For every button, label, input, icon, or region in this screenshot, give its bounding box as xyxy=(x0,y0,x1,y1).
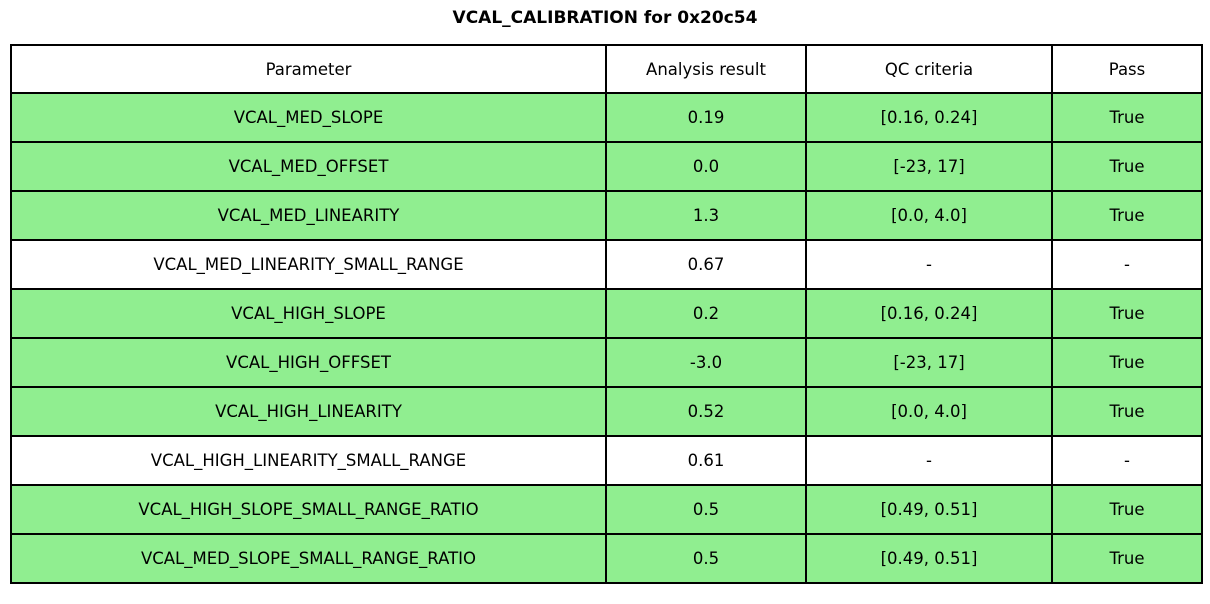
header-row: Parameter Analysis result QC criteria Pa… xyxy=(10,44,1203,94)
cell-pass: True xyxy=(1051,337,1203,388)
cell-analysis-result: 0.67 xyxy=(605,239,807,290)
cell-parameter: VCAL_HIGH_LINEARITY_SMALL_RANGE xyxy=(10,435,607,486)
cell-qc-criteria: [-23, 17] xyxy=(805,337,1053,388)
cell-analysis-result: 0.2 xyxy=(605,288,807,339)
cell-parameter: VCAL_MED_SLOPE_SMALL_RANGE_RATIO xyxy=(10,533,607,584)
table-row: VCAL_MED_SLOPE 0.19 [0.16, 0.24] True xyxy=(10,92,1203,143)
cell-pass: True xyxy=(1051,190,1203,241)
cell-parameter: VCAL_MED_SLOPE xyxy=(10,92,607,143)
qc-results-table: Parameter Analysis result QC criteria Pa… xyxy=(10,44,1203,584)
table-row: VCAL_HIGH_SLOPE_SMALL_RANGE_RATIO 0.5 [0.4… xyxy=(10,484,1203,535)
cell-pass: - xyxy=(1051,435,1203,486)
table-row: VCAL_MED_SLOPE_SMALL_RANGE_RATIO 0.5 [0.49… xyxy=(10,533,1203,584)
cell-parameter: VCAL_MED_LINEARITY xyxy=(10,190,607,241)
table-row: VCAL_HIGH_SLOPE 0.2 [0.16, 0.24] True xyxy=(10,288,1203,339)
cell-pass: - xyxy=(1051,239,1203,290)
cell-parameter: VCAL_MED_OFFSET xyxy=(10,141,607,192)
page-title: VCAL_CALIBRATION for 0x20c54 xyxy=(452,8,758,28)
table-header: Parameter Analysis result QC criteria Pa… xyxy=(10,44,1203,94)
cell-parameter: VCAL_HIGH_SLOPE xyxy=(10,288,607,339)
table-row: VCAL_MED_OFFSET 0.0 [-23, 17] True xyxy=(10,141,1203,192)
cell-pass: True xyxy=(1051,288,1203,339)
cell-pass: True xyxy=(1051,92,1203,143)
table-body: VCAL_MED_SLOPE 0.19 [0.16, 0.24] True VCAL_M… xyxy=(10,92,1203,584)
cell-parameter: VCAL_HIGH_LINEARITY xyxy=(10,386,607,437)
cell-pass: True xyxy=(1051,484,1203,535)
table-row: VCAL_HIGH_OFFSET -3.0 [-23, 17] True xyxy=(10,337,1203,388)
cell-qc-criteria: - xyxy=(805,239,1053,290)
cell-pass: True xyxy=(1051,141,1203,192)
cell-qc-criteria: [-23, 17] xyxy=(805,141,1053,192)
cell-parameter: VCAL_HIGH_OFFSET xyxy=(10,337,607,388)
cell-analysis-result: -3.0 xyxy=(605,337,807,388)
cell-analysis-result: 0.5 xyxy=(605,484,807,535)
column-header-qc-criteria: QC criteria xyxy=(805,44,1053,94)
table-row: VCAL_HIGH_LINEARITY_SMALL_RANGE 0.61- - xyxy=(10,435,1203,486)
cell-pass: True xyxy=(1051,386,1203,437)
cell-parameter: VCAL_HIGH_SLOPE_SMALL_RANGE_RATIO xyxy=(10,484,607,535)
table-row: VCAL_HIGH_LINEARITY 0.52 [0.0, 4.0] True xyxy=(10,386,1203,437)
column-header-parameter: Parameter xyxy=(10,44,607,94)
table-row: VCAL_MED_LINEARITY 1.3 [0.0, 4.0] True xyxy=(10,190,1203,241)
cell-parameter: VCAL_MED_LINEARITY_SMALL_RANGE xyxy=(10,239,607,290)
cell-qc-criteria: [0.16, 0.24] xyxy=(805,288,1053,339)
column-header-pass: Pass xyxy=(1051,44,1203,94)
cell-analysis-result: 0.61 xyxy=(605,435,807,486)
cell-qc-criteria: [0.49, 0.51] xyxy=(805,484,1053,535)
cell-qc-criteria: [0.16, 0.24] xyxy=(805,92,1053,143)
cell-analysis-result: 0.19 xyxy=(605,92,807,143)
cell-analysis-result: 0.5 xyxy=(605,533,807,584)
cell-pass: True xyxy=(1051,533,1203,584)
cell-qc-criteria: [0.0, 4.0] xyxy=(805,386,1053,437)
cell-analysis-result: 1.3 xyxy=(605,190,807,241)
table-row: VCAL_MED_LINEARITY_SMALL_RANGE 0.67- - xyxy=(10,239,1203,290)
cell-analysis-result: 0.52 xyxy=(605,386,807,437)
cell-qc-criteria: [0.49, 0.51] xyxy=(805,533,1053,584)
column-header-analysis-result: Analysis result xyxy=(605,44,807,94)
cell-qc-criteria: - xyxy=(805,435,1053,486)
cell-analysis-result: 0.0 xyxy=(605,141,807,192)
cell-qc-criteria: [0.0, 4.0] xyxy=(805,190,1053,241)
